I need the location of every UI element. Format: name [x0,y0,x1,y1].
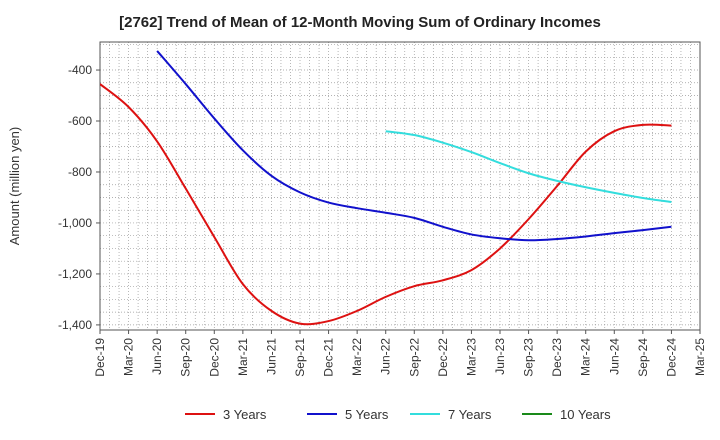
y-tick-label: -1,000 [58,216,92,230]
series-line-5-years [156,50,672,242]
x-tick-label: Dec-22 [436,338,450,377]
x-tick-label: Jun-24 [607,338,621,375]
x-tick-label: Mar-23 [464,338,478,376]
series-line-3-years [100,83,672,326]
plot-area [100,42,700,330]
y-tick-label: -400 [68,63,92,77]
x-tick-label: Sep-24 [636,338,650,377]
legend-label: 10 Years [560,407,611,422]
x-tick-label: Dec-24 [664,338,678,377]
x-tick-label: Mar-25 [693,338,707,376]
x-tick-label: Jun-23 [493,338,507,375]
x-tick-label: Mar-22 [350,338,364,376]
x-tick-label: Sep-22 [407,338,421,377]
legend-label: 5 Years [345,407,389,422]
x-tick-label: Jun-21 [264,338,278,375]
legend-label: 7 Years [448,407,492,422]
x-tick-label: Mar-24 [579,338,593,376]
x-tick-label: Sep-20 [179,338,193,377]
x-tick-label: Mar-20 [122,338,136,376]
y-tick-label: -800 [68,165,92,179]
chart-title: [2762] Trend of Mean of 12-Month Moving … [119,14,601,31]
plot-border [99,41,701,331]
x-tick-label: Dec-19 [93,338,107,377]
x-tick-label: Dec-23 [550,338,564,377]
x-tick-label: Mar-21 [236,338,250,376]
y-tick-label: -1,400 [58,318,92,332]
y-axis-label: Amount (million yen) [7,127,22,246]
x-tick-label: Dec-20 [207,338,221,377]
x-tick-label: Dec-21 [322,338,336,377]
legend-label: 3 Years [223,407,267,422]
x-tick-label: Sep-23 [522,338,536,377]
x-tick-label: Sep-21 [293,338,307,377]
x-tick-label: Jun-22 [379,338,393,375]
y-tick-label: -600 [68,114,92,128]
series-line-7-years [385,130,672,204]
x-tick-label: Jun-20 [150,338,164,375]
y-tick-label: -1,200 [58,267,92,281]
